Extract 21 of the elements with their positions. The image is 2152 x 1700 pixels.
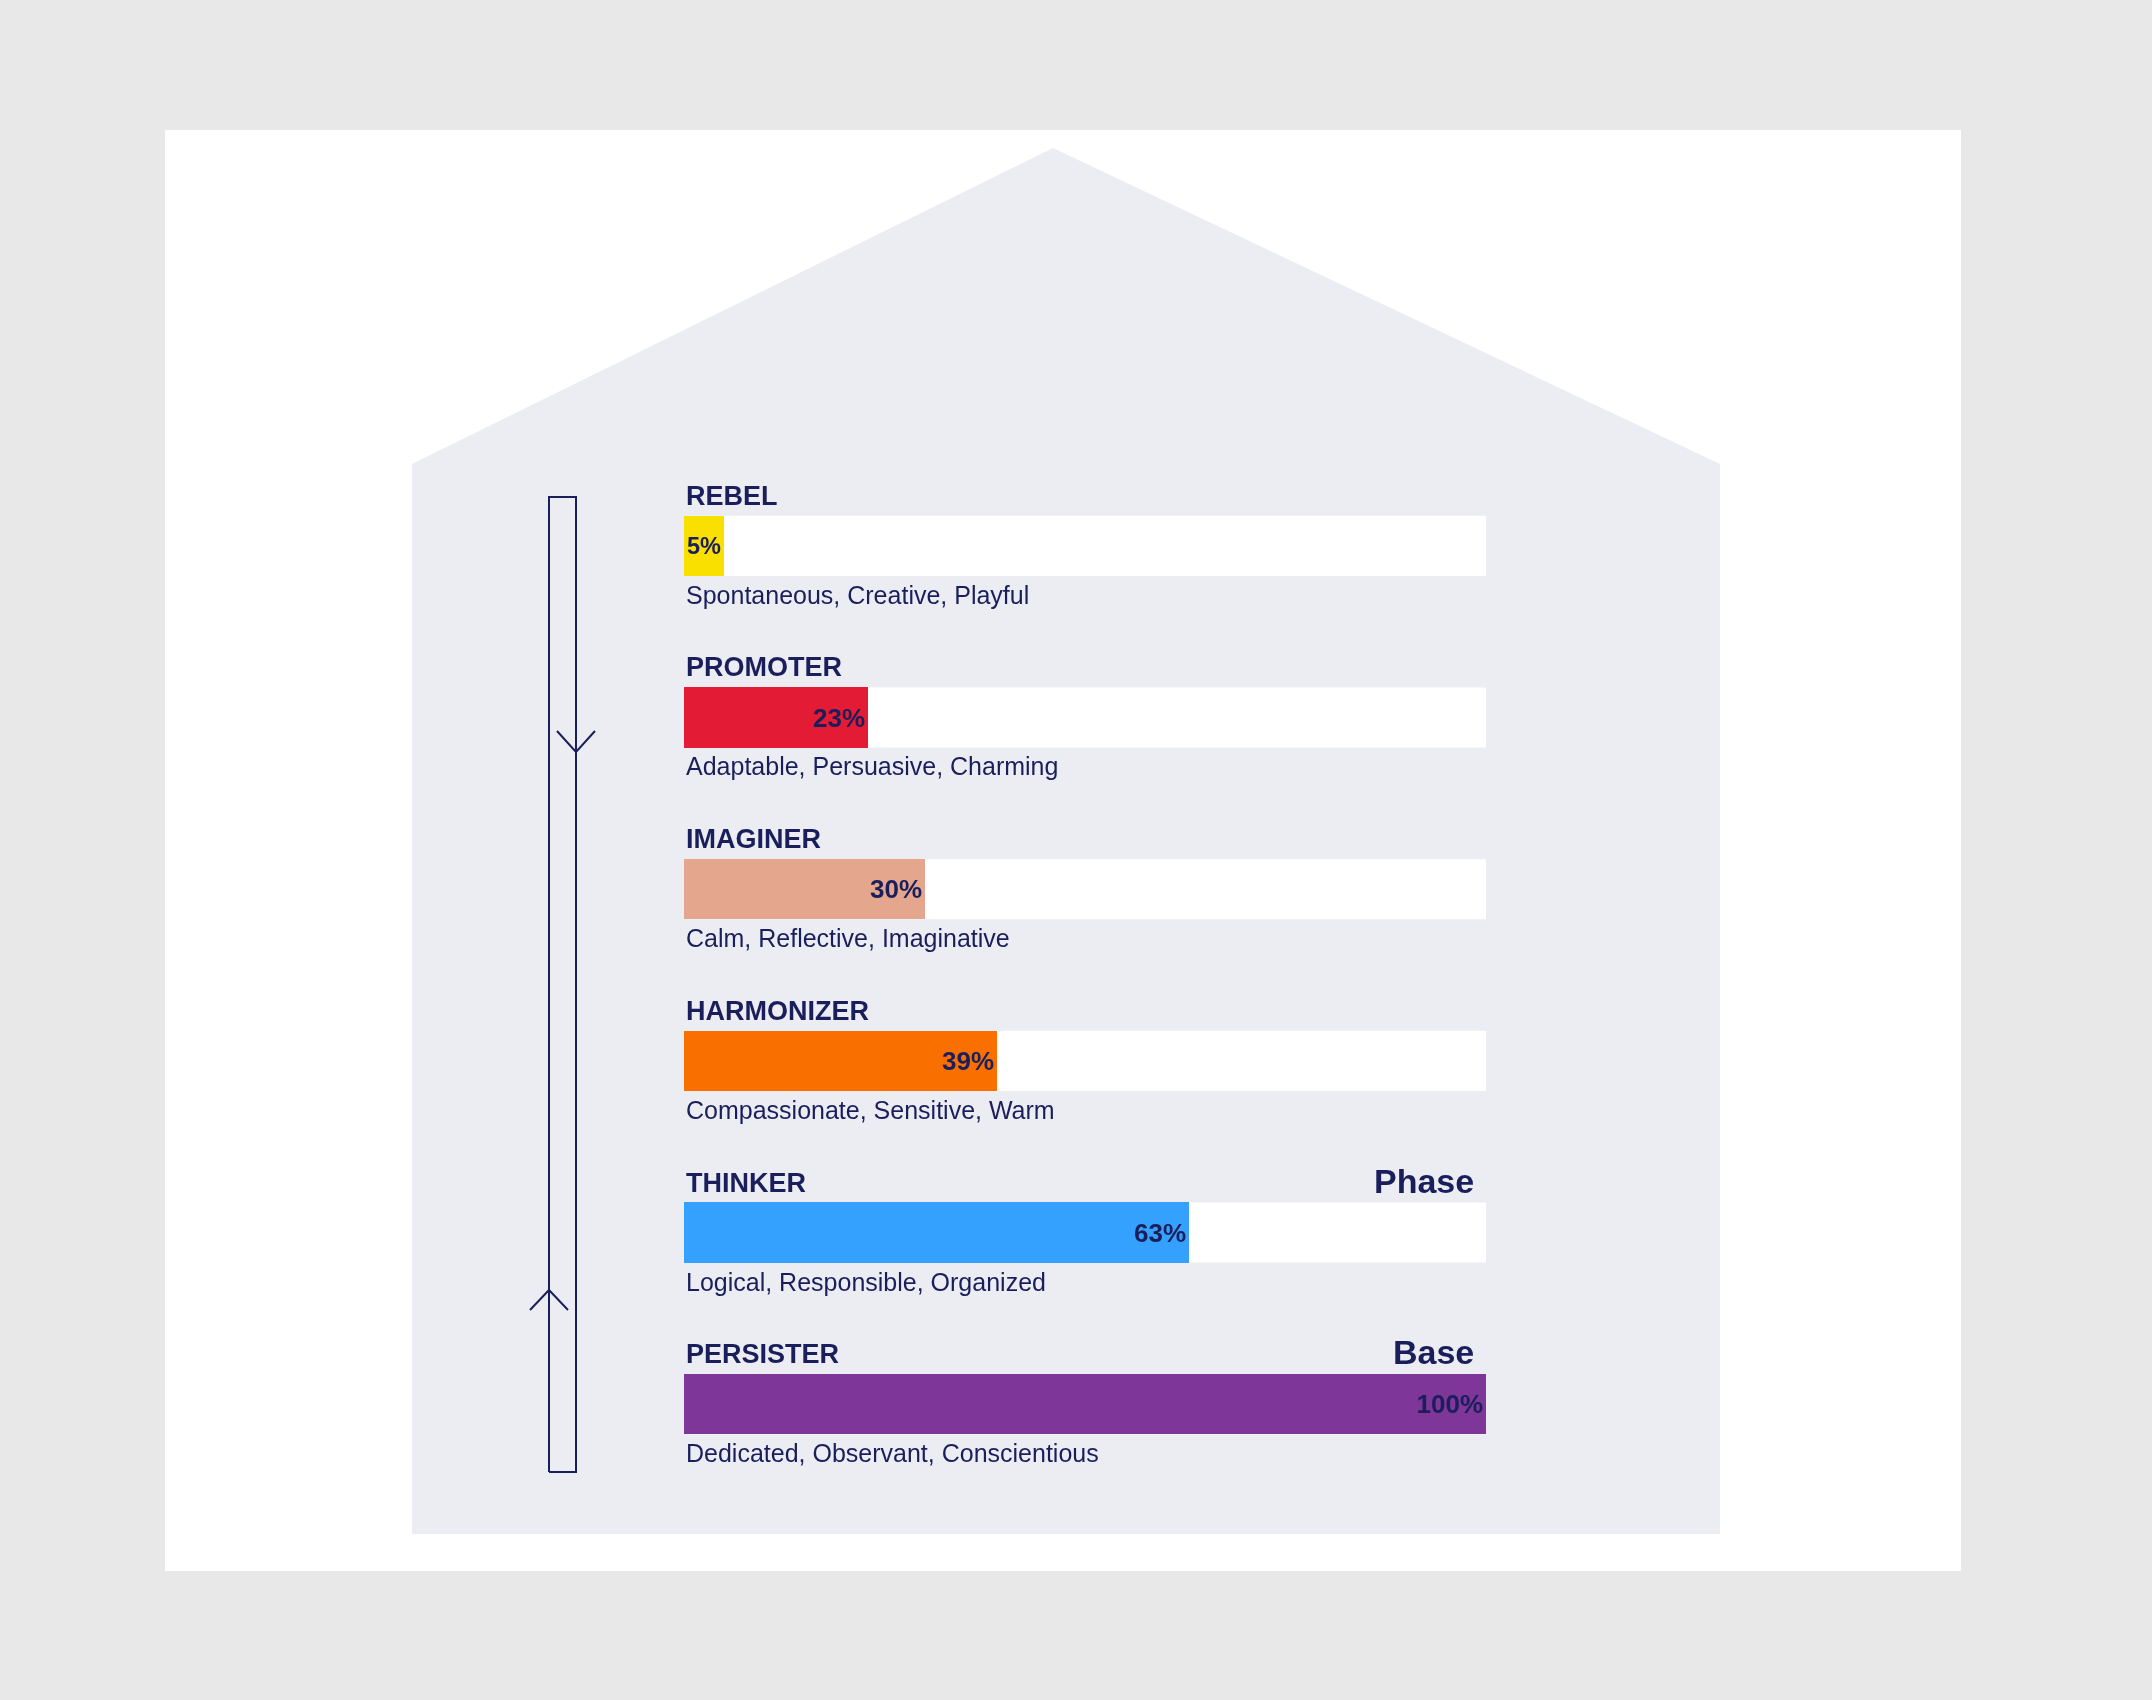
annotation: Calm, Reflective, Imaginative xyxy=(686,924,1010,952)
data-label: 100% xyxy=(1416,1389,1483,1419)
y-tick-label: PERSISTER xyxy=(686,1339,840,1369)
data-label: 39% xyxy=(941,1046,994,1076)
y-tick-label: HARMONIZER xyxy=(686,996,869,1026)
annotation: Base xyxy=(1393,1333,1475,1371)
y-tick-label: REBEL xyxy=(686,481,778,511)
annotation: Logical, Responsible, Organized xyxy=(686,1268,1046,1296)
data-label: 63% xyxy=(1133,1217,1186,1248)
y-tick-label: IMAGINER xyxy=(686,824,821,854)
annotation: Dedicated, Observant, Conscientious xyxy=(686,1439,1099,1467)
data-label: 5% xyxy=(687,533,722,560)
y-tick-label: THINKER xyxy=(686,1168,806,1198)
annotation: Compassionate, Sensitive, Warm xyxy=(686,1096,1055,1124)
bar xyxy=(684,687,868,748)
annotation: Adaptable, Persuasive, Charming xyxy=(686,752,1059,780)
y-tick-label: PROMOTER xyxy=(686,652,843,682)
data-label: 23% xyxy=(812,702,865,733)
annotation: Phase xyxy=(1374,1162,1475,1200)
annotation: Spontaneous, Creative, Playful xyxy=(686,581,1030,609)
data-label: 30% xyxy=(869,874,922,904)
